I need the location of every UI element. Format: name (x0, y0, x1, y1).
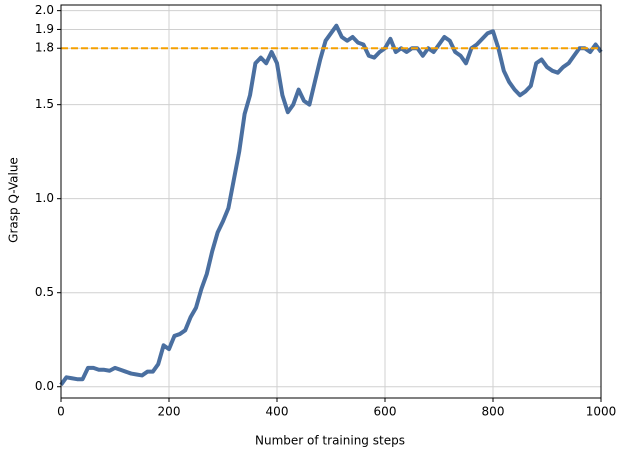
y-tick-label: 1.0 (35, 191, 54, 205)
y-tick-label: 1.8 (35, 41, 54, 55)
x-tick-label: 400 (266, 405, 289, 419)
y-tick-label: 0.0 (35, 379, 54, 393)
y-tick-label: 0.5 (35, 285, 54, 299)
x-tick-label: 0 (57, 405, 65, 419)
x-tick-label: 800 (482, 405, 505, 419)
y-tick-label: 2.0 (35, 3, 54, 17)
plot-frame (60, 4, 602, 399)
y-tick-label: 1.9 (35, 22, 54, 36)
y-tick-label: 1.5 (35, 97, 54, 111)
x-tick-label: 600 (374, 405, 397, 419)
x-tick-label: 200 (158, 405, 181, 419)
y-axis-label: Grasp Q-Value (7, 157, 21, 243)
data-line (59, 23, 603, 387)
x-tick-label: 1000 (586, 405, 617, 419)
x-axis-label: Number of training steps (255, 434, 405, 448)
